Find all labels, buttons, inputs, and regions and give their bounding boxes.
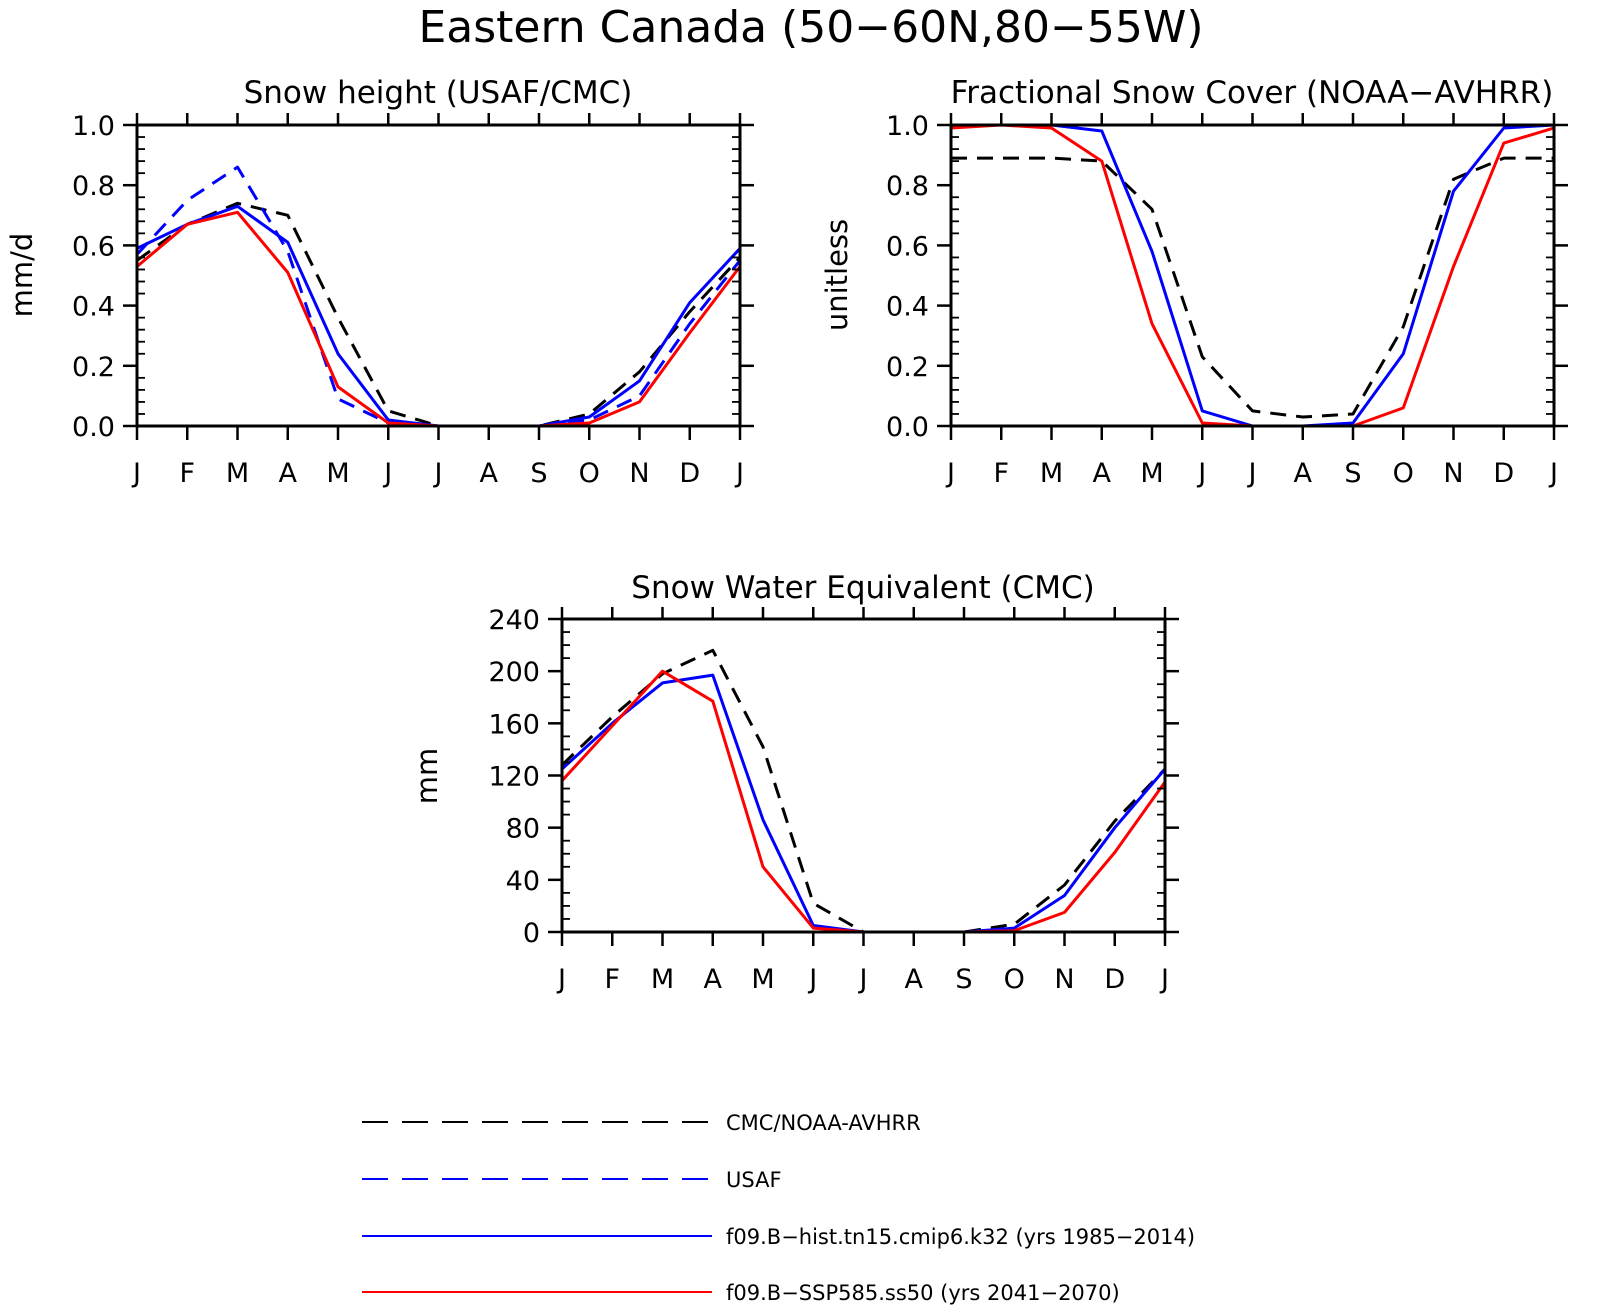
x-tick-label: O	[1393, 458, 1414, 489]
panel-fractional-snow-cover: Fractional Snow Cover (NOAA−AVHRR) unitle…	[820, 75, 1568, 489]
x-tick-label: J	[734, 458, 744, 489]
y-tick-label: 0.6	[72, 231, 115, 262]
x-tick-label: J	[945, 458, 955, 489]
panel-snow-water-equivalent: Snow Water Equivalent (CMC)mmJ F M A M J J A S O N…	[410, 570, 1179, 995]
series-line-3	[136, 210, 742, 428]
x-tick-label: N	[629, 458, 649, 489]
x-tick-label: F	[993, 458, 1009, 489]
x-tick-label: J	[1196, 458, 1206, 489]
x-tick-label: F	[179, 458, 195, 489]
legend-label-3: f09.B−SSP585.ss50 (yrs 2041−2070)	[726, 1281, 1120, 1305]
x-tick-label: J	[1159, 964, 1169, 995]
x-tick-label: M	[1140, 458, 1163, 489]
series-line-2	[950, 123, 1555, 428]
x-tick-label: A	[704, 964, 723, 995]
y-tick-label: 0.2	[886, 352, 929, 383]
y-tick-label: 0.2	[72, 352, 115, 383]
series-line-2	[136, 204, 742, 428]
x-tick-label: J	[858, 964, 868, 995]
x-tick-label: O	[579, 458, 600, 489]
x-tick-label: M	[1040, 458, 1063, 489]
x-tick-label: A	[905, 964, 924, 995]
x-tick-label: M	[326, 458, 349, 489]
plot-frame	[560, 617, 1167, 934]
x-tick-label: A	[1093, 458, 1112, 489]
series-line-0	[136, 201, 742, 428]
plot-frame	[949, 123, 1556, 428]
series-line-2	[560, 669, 1167, 934]
x-tick-label: J	[807, 964, 817, 995]
y-tick-label: 200	[488, 657, 540, 688]
y-axis-label: unitless	[820, 219, 854, 331]
x-tick-label: S	[955, 964, 972, 995]
x-tick-label: M	[226, 458, 249, 489]
y-tick-label: 1.0	[886, 111, 929, 142]
y-tick-label: 0.8	[886, 171, 929, 202]
x-tick-label: M	[651, 964, 674, 995]
x-tick-label: F	[604, 964, 620, 995]
y-tick-label: 0.0	[72, 412, 115, 443]
panel-snow-height: Snow height (USAF/CMC)mm/dJ F M A M J J A S O N D J0…	[5, 75, 754, 489]
y-tick-label: 1.0	[72, 111, 115, 142]
panel-title: Fractional Snow Cover (NOAA−AVHRR)	[951, 75, 1554, 111]
x-tick-label: A	[279, 458, 298, 489]
y-tick-label: 0.0	[886, 412, 929, 443]
legend-label-2: f09.B−hist.tn15.cmip6.k32 (yrs 1985−2014…	[726, 1225, 1195, 1249]
y-axis-label: mm/d	[5, 233, 39, 318]
y-tick-label: 160	[488, 709, 540, 740]
y-tick-label: 0.8	[72, 171, 115, 202]
y-tick-label: 0.4	[72, 292, 115, 323]
x-tick-label: O	[1004, 964, 1025, 995]
x-tick-label: A	[480, 458, 499, 489]
x-tick-label: D	[1104, 964, 1125, 995]
x-tick-label: J	[556, 964, 566, 995]
legend: CMC/NOAA-AVHRR USAF f09.B−hist.tn15.cmip6.…	[362, 1111, 1195, 1305]
series-line-1	[560, 673, 1167, 934]
x-tick-label: J	[382, 458, 392, 489]
y-tick-label: 0	[523, 918, 540, 949]
plot-frame	[135, 123, 742, 428]
y-tick-label: 120	[488, 762, 540, 793]
y-tick-label: 40	[506, 866, 540, 897]
x-tick-label: J	[131, 458, 141, 489]
x-tick-label: S	[530, 458, 547, 489]
x-tick-label: N	[1443, 458, 1463, 489]
y-tick-label: 240	[488, 605, 540, 636]
x-tick-label: J	[433, 458, 443, 489]
panel-title: Snow Water Equivalent (CMC)	[631, 570, 1094, 606]
x-tick-label: S	[1344, 458, 1361, 489]
x-tick-label: N	[1054, 964, 1074, 995]
y-tick-label: 0.4	[886, 292, 929, 323]
x-tick-label: D	[1493, 458, 1514, 489]
x-tick-label: J	[1247, 458, 1257, 489]
series-line-0	[951, 156, 1554, 419]
y-axis-label: mm	[410, 748, 444, 805]
main-title: Eastern Canada (50−60N,80−55W)	[418, 2, 1203, 53]
series-line-1	[951, 123, 1555, 428]
x-tick-label: D	[679, 458, 700, 489]
y-tick-label: 0.6	[886, 231, 929, 262]
panel-title: Snow height (USAF/CMC)	[244, 75, 633, 111]
x-tick-label: M	[751, 964, 774, 995]
x-tick-label: A	[1294, 458, 1313, 489]
legend-label-1: USAF	[726, 1168, 782, 1192]
x-tick-label: J	[1548, 458, 1558, 489]
y-tick-label: 80	[506, 814, 540, 845]
legend-label-0: CMC/NOAA-AVHRR	[726, 1111, 921, 1135]
